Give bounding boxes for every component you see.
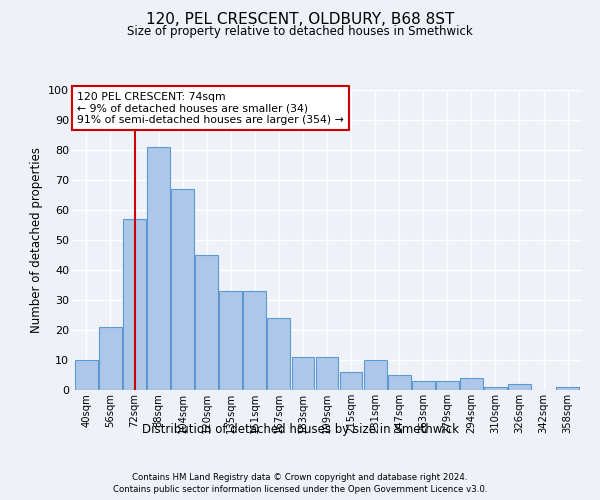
Bar	[195, 255, 218, 390]
Bar	[220, 291, 242, 390]
Text: 120, PEL CRESCENT, OLDBURY, B68 8ST: 120, PEL CRESCENT, OLDBURY, B68 8ST	[146, 12, 454, 28]
Bar	[340, 372, 362, 390]
Bar	[556, 387, 579, 390]
Bar	[244, 291, 266, 390]
Bar	[171, 189, 194, 390]
Bar	[123, 219, 146, 390]
Bar	[147, 147, 170, 390]
Bar	[268, 318, 290, 390]
Text: Contains HM Land Registry data © Crown copyright and database right 2024.: Contains HM Land Registry data © Crown c…	[132, 472, 468, 482]
Text: Contains public sector information licensed under the Open Government Licence v3: Contains public sector information licen…	[113, 485, 487, 494]
Bar	[292, 357, 314, 390]
Bar	[388, 375, 410, 390]
Bar	[508, 384, 531, 390]
Bar	[412, 381, 434, 390]
Bar	[484, 387, 507, 390]
Text: Size of property relative to detached houses in Smethwick: Size of property relative to detached ho…	[127, 25, 473, 38]
Bar	[436, 381, 459, 390]
Bar	[364, 360, 386, 390]
Bar	[316, 357, 338, 390]
Y-axis label: Number of detached properties: Number of detached properties	[29, 147, 43, 333]
Bar	[460, 378, 483, 390]
Text: 120 PEL CRESCENT: 74sqm
← 9% of detached houses are smaller (34)
91% of semi-det: 120 PEL CRESCENT: 74sqm ← 9% of detached…	[77, 92, 344, 124]
Bar	[75, 360, 98, 390]
Text: Distribution of detached houses by size in Smethwick: Distribution of detached houses by size …	[142, 422, 458, 436]
Bar	[99, 327, 122, 390]
